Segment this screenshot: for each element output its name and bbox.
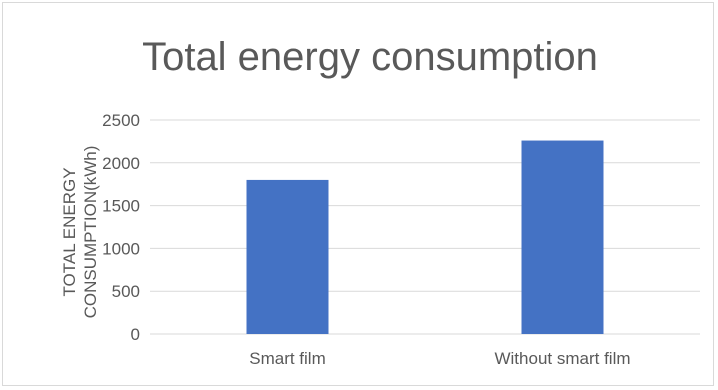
bars <box>246 140 604 334</box>
y-axis-title-line-2: CONSUMPTION(kWh) <box>81 146 100 319</box>
bar <box>246 179 329 334</box>
y-tick-label: 1500 <box>102 197 140 216</box>
chart-title: Total energy consumption <box>142 35 598 79</box>
y-axis-ticks: 0 500 1000 1500 2000 2500 <box>102 111 140 344</box>
y-tick-label: 2500 <box>102 111 140 130</box>
y-axis-title-line-1: TOTAL ENERGY <box>60 167 79 296</box>
y-tick-label: 2000 <box>102 154 140 173</box>
gridlines <box>150 119 700 335</box>
y-tick-label: 0 <box>131 325 140 344</box>
bar <box>521 140 604 334</box>
y-tick-label: 500 <box>112 282 140 301</box>
y-tick-label: 1000 <box>102 239 140 258</box>
x-category-label: Smart film <box>249 349 326 368</box>
x-axis-categories: Smart film Without smart film <box>249 349 630 368</box>
x-category-label: Without smart film <box>494 349 630 368</box>
